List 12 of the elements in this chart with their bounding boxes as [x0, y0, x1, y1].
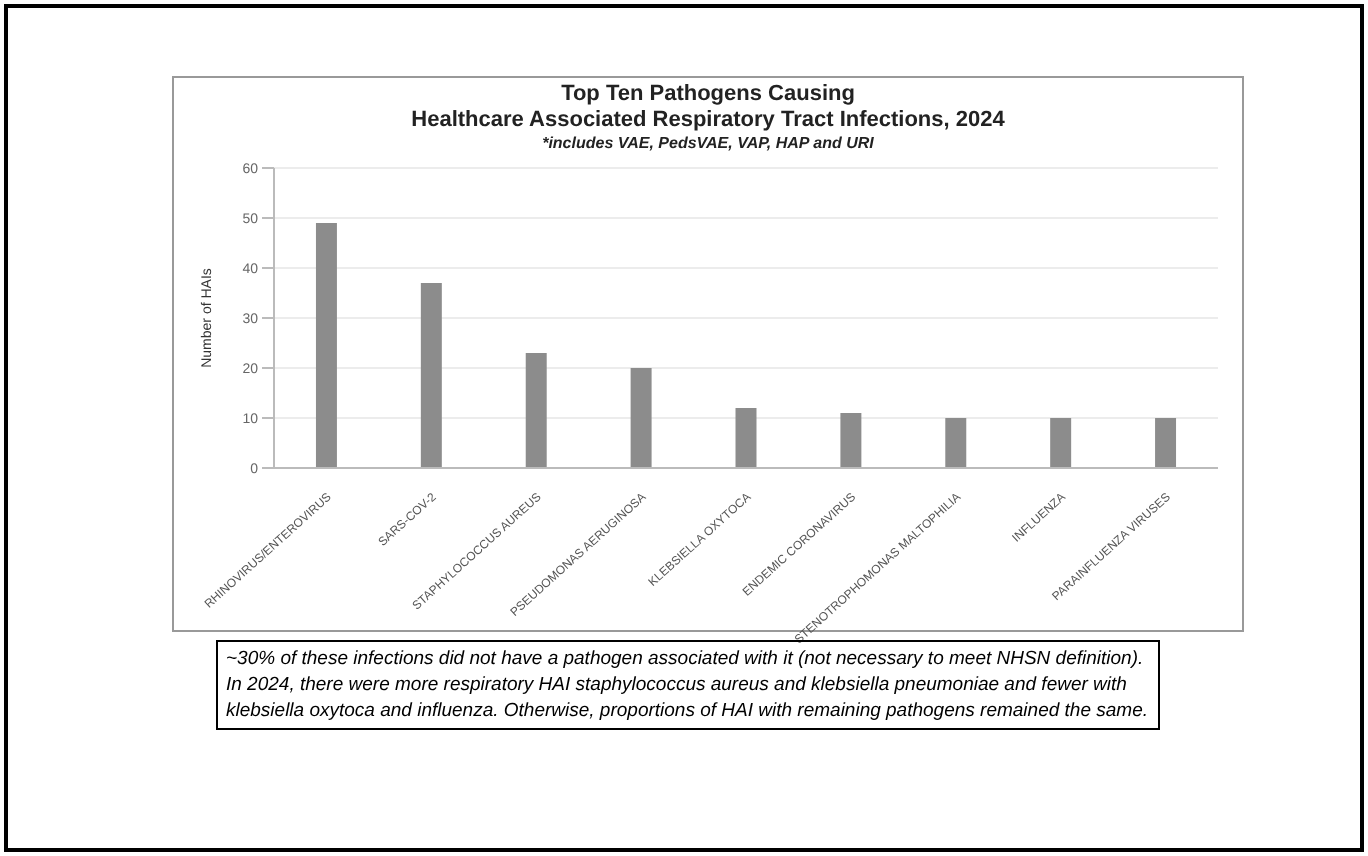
bar	[735, 408, 757, 468]
chart-title: Top Ten Pathogens Causing Healthcare Associated Respiratory Tract Infections, 2024	[409, 82, 1007, 134]
bar	[840, 413, 862, 468]
bar	[420, 283, 442, 468]
chart-subtitle: *includes VAE, PedsVAE, VAP, HAP and URI	[540, 134, 876, 154]
bar	[630, 368, 652, 468]
bar	[525, 353, 547, 468]
bar	[1155, 418, 1177, 468]
bar	[315, 223, 337, 468]
bar	[1050, 418, 1072, 468]
text: ~30% of these infections did not have a pathogen associated with it (not necessary to meet NHSN definition). In 2024, there were more respiratory HAI staphylococcus aureus and klebsiella pneumoniae and fewer with klebsiella oxytoca and influenza. Otherwise, proportions of HAI with remaining pathogens remained the same.	[226, 648, 1149, 722]
bar	[945, 418, 967, 468]
